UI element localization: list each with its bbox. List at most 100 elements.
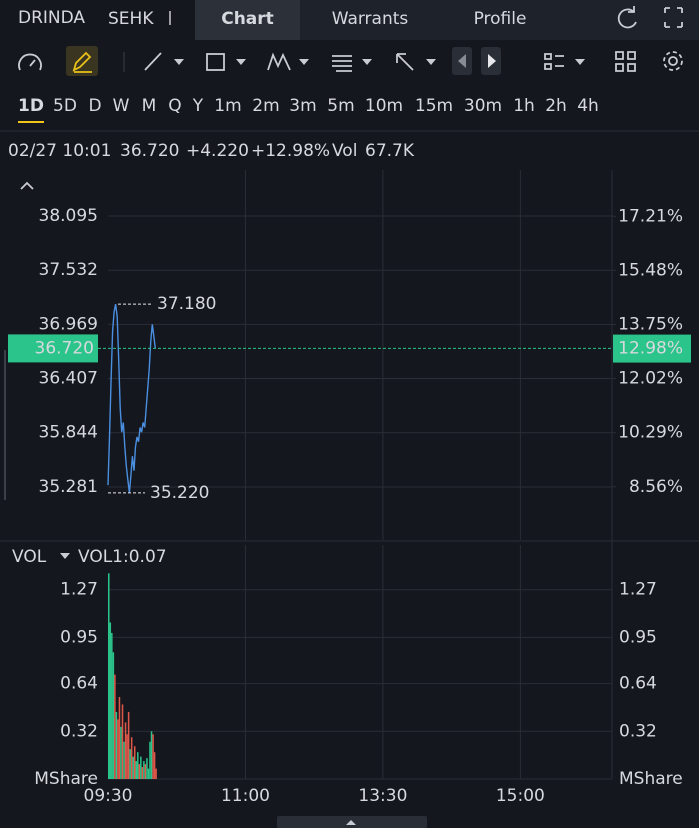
period[interactable]: 5m bbox=[327, 96, 354, 116]
drawer-arrow bbox=[346, 820, 356, 825]
y2-tick-label: MShare bbox=[619, 769, 683, 789]
vol-dropdown[interactable] bbox=[60, 553, 70, 559]
pen-icon[interactable] bbox=[72, 51, 92, 73]
y2-tick-label: 1.27 bbox=[619, 580, 657, 600]
period[interactable]: D bbox=[88, 96, 101, 116]
grid-icon[interactable] bbox=[615, 51, 636, 72]
dropdown[interactable] bbox=[174, 59, 184, 65]
period[interactable]: 10m bbox=[365, 96, 403, 116]
y2-tick-label: 0.32 bbox=[619, 721, 657, 741]
period[interactable]: M bbox=[142, 96, 157, 116]
y2-tick-label: 8.56% bbox=[629, 477, 683, 497]
line-tool-icon[interactable] bbox=[144, 52, 162, 71]
volume-bar bbox=[150, 731, 153, 779]
y-tick-label: 0.64 bbox=[60, 674, 98, 694]
annotation-label: 35.220 bbox=[150, 483, 209, 503]
arrow-tool-icon[interactable] bbox=[396, 53, 414, 71]
period[interactable]: 2h bbox=[545, 96, 567, 116]
x-tick-label: 11:00 bbox=[221, 786, 270, 806]
y-tick-label: 38.095 bbox=[39, 206, 98, 226]
y-tick-label: 35.844 bbox=[39, 423, 98, 443]
dropdown[interactable] bbox=[299, 59, 309, 65]
tab[interactable]: Warrants bbox=[332, 9, 409, 29]
settings-icon[interactable] bbox=[668, 56, 678, 66]
y2-tick-label: 0.64 bbox=[619, 674, 657, 694]
volume-bar bbox=[135, 761, 138, 779]
volume-bar bbox=[108, 573, 110, 779]
period[interactable]: 30m bbox=[464, 96, 502, 116]
dropdown[interactable] bbox=[575, 59, 585, 65]
next-arrow bbox=[488, 54, 496, 68]
layout-icon[interactable] bbox=[544, 53, 564, 70]
settings-gear bbox=[663, 51, 683, 71]
period[interactable]: 1D bbox=[18, 96, 44, 116]
dropdown[interactable] bbox=[426, 59, 436, 65]
y-tick-label: MShare bbox=[34, 769, 98, 789]
volume-bar bbox=[109, 622, 112, 779]
volume-bar bbox=[114, 674, 116, 779]
fib-tool-icon[interactable] bbox=[332, 55, 352, 72]
volume-bar bbox=[140, 756, 142, 779]
period[interactable]: 5D bbox=[53, 96, 77, 116]
tab-active-bg bbox=[195, 0, 300, 40]
y2-tick-label: 17.21% bbox=[618, 206, 683, 226]
pattern-tool-icon[interactable] bbox=[267, 52, 291, 71]
x-tick-label: 15:00 bbox=[496, 786, 545, 806]
volume-bar bbox=[124, 722, 127, 779]
collapse-icon[interactable] bbox=[20, 181, 34, 190]
period[interactable]: 4h bbox=[577, 96, 599, 116]
volume-bar bbox=[146, 758, 148, 779]
last-pct-box bbox=[613, 334, 691, 363]
rect-tool-icon[interactable] bbox=[206, 53, 225, 71]
volume-bar bbox=[152, 734, 154, 779]
volume-bar bbox=[112, 652, 115, 779]
quote-volume: 67.7K bbox=[365, 141, 415, 161]
y-tick-label: 36.969 bbox=[39, 314, 98, 334]
volume-bar bbox=[111, 632, 113, 779]
tab[interactable]: Chart bbox=[221, 9, 274, 29]
refresh-icon[interactable] bbox=[617, 6, 637, 29]
tab[interactable]: Profile bbox=[474, 9, 527, 29]
y2-tick-label: 13.75% bbox=[618, 315, 683, 335]
period[interactable]: 15m bbox=[415, 96, 453, 116]
y-tick-label: 1.27 bbox=[60, 580, 98, 600]
prev-arrow bbox=[458, 54, 466, 68]
volume-bar bbox=[138, 764, 141, 779]
volume-bar bbox=[127, 711, 130, 779]
period[interactable]: 2m bbox=[252, 96, 279, 116]
last-pct-label: 12.98% bbox=[618, 339, 683, 359]
y2-tick-label: 0.95 bbox=[619, 627, 657, 647]
gauge-icon[interactable] bbox=[18, 53, 42, 71]
period[interactable]: Y bbox=[192, 96, 204, 116]
last-price-label: 36.720 bbox=[35, 338, 94, 358]
y2-tick-label: 15.48% bbox=[618, 260, 683, 280]
last-price-box bbox=[8, 334, 98, 363]
volume-bar bbox=[130, 737, 133, 779]
volume-subtitle: VOL1:0.07 bbox=[78, 547, 167, 567]
y-tick-label: 36.407 bbox=[39, 369, 98, 389]
quote-price: 36.720 bbox=[120, 141, 179, 161]
period[interactable]: 1h bbox=[513, 96, 535, 116]
y-tick-label: 37.532 bbox=[39, 260, 98, 280]
period[interactable]: Q bbox=[168, 96, 181, 116]
y2-tick-label: 10.29% bbox=[618, 423, 683, 443]
annotation-label: 37.180 bbox=[157, 294, 216, 314]
volume-bar bbox=[132, 756, 134, 779]
period[interactable]: 3m bbox=[289, 96, 316, 116]
volume-bar bbox=[155, 768, 157, 779]
y-tick-label: 0.95 bbox=[60, 627, 98, 647]
volume-bar bbox=[126, 734, 128, 779]
period[interactable]: W bbox=[113, 96, 130, 116]
volume-bar bbox=[117, 719, 119, 779]
quote-change-pct: +12.98% bbox=[251, 141, 330, 161]
quote-time: 02/27 10:01 bbox=[8, 141, 111, 161]
fullscreen-shape bbox=[664, 7, 683, 28]
period[interactable]: 1m bbox=[214, 96, 241, 116]
fullscreen-icon[interactable] bbox=[664, 7, 683, 28]
exchange: SEHK bbox=[108, 9, 154, 29]
dropdown[interactable] bbox=[236, 59, 246, 65]
dropdown[interactable] bbox=[362, 59, 372, 65]
x-tick-label: 13:30 bbox=[358, 786, 407, 806]
